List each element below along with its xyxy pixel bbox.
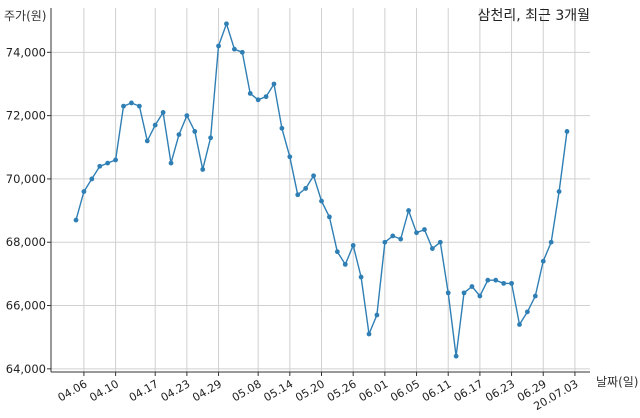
chart-title: 삼천리, 최근 3개월 (478, 8, 590, 24)
data-point (255, 97, 261, 103)
data-point (136, 103, 142, 109)
data-point (501, 280, 507, 286)
data-point (469, 284, 475, 289)
data-point (350, 242, 356, 248)
x-axis-label: 날짜(일) (596, 375, 638, 389)
x-tick-label: 06.05 (388, 377, 422, 404)
data-point (342, 261, 348, 267)
y-ticks: 64,000 66,000 68,000 70,000 72,000 74,000 (6, 45, 51, 376)
data-point (303, 186, 309, 191)
data-point (176, 132, 182, 138)
grid-lines (51, 8, 590, 372)
data-point (216, 43, 221, 49)
data-point (532, 293, 538, 299)
data-point (89, 176, 95, 182)
x-tick-label: 06.01 (357, 377, 391, 404)
data-point (564, 129, 570, 134)
data-point (184, 113, 190, 119)
x-tick-label: 05.20 (293, 377, 327, 404)
data-point (152, 122, 158, 128)
data-point (374, 312, 380, 318)
x-tick-label: 06.23 (483, 377, 517, 404)
x-tick-label: 05.14 (262, 377, 296, 404)
data-point (263, 94, 269, 100)
data-point (224, 21, 229, 27)
data-point (461, 290, 467, 296)
data-point (271, 81, 277, 87)
data-point (334, 249, 340, 255)
x-tick-label: 05.26 (325, 377, 359, 404)
x-tick-label: 04.23 (159, 377, 193, 404)
data-point (437, 239, 443, 245)
data-point (445, 290, 451, 296)
data-point (398, 236, 404, 242)
data-point (493, 277, 499, 283)
data-point (327, 214, 332, 220)
x-tick-label: 05.08 (230, 377, 264, 404)
data-point (208, 135, 214, 141)
data-point (382, 239, 388, 245)
data-point (192, 129, 198, 134)
data-point (406, 208, 412, 213)
y-tick-label: 72,000 (6, 109, 46, 123)
data-point (73, 217, 79, 223)
x-tick-label: 06.11 (420, 377, 454, 404)
data-point (287, 154, 293, 160)
data-point (168, 160, 174, 166)
data-point (422, 227, 427, 232)
data-point (200, 167, 206, 172)
data-point (105, 160, 111, 166)
series (73, 21, 570, 359)
x-tick-label: 04.10 (87, 377, 121, 404)
data-point (231, 46, 237, 52)
data-point (525, 309, 530, 315)
y-tick-label: 66,000 (6, 299, 46, 313)
data-point (453, 353, 459, 359)
data-point (81, 189, 87, 194)
data-point (390, 233, 396, 239)
data-point (319, 198, 324, 204)
data-point (477, 293, 483, 299)
data-point (129, 100, 134, 106)
axes (50, 8, 590, 373)
data-point (548, 239, 554, 245)
data-point (311, 173, 316, 179)
data-point (279, 125, 285, 131)
x-tick-label: 04.17 (127, 377, 161, 404)
data-point (239, 49, 245, 55)
data-point (509, 280, 514, 286)
y-tick-label: 70,000 (6, 172, 46, 186)
data-point (113, 157, 118, 163)
data-point (144, 138, 150, 144)
data-point (517, 322, 522, 327)
y-tick-label: 74,000 (6, 45, 46, 59)
data-point (358, 274, 364, 280)
x-tick-label: 04.29 (190, 377, 224, 404)
data-point (366, 331, 372, 337)
data-point (485, 277, 491, 283)
x-tick-label: 06.17 (452, 377, 486, 404)
data-point (556, 189, 562, 194)
y-axis-label: 주가(원) (4, 9, 46, 23)
data-point (247, 91, 253, 96)
data-point (414, 230, 419, 236)
data-point (540, 258, 546, 264)
y-tick-label: 68,000 (6, 235, 46, 249)
data-point (160, 110, 166, 115)
data-point (121, 103, 126, 109)
x-tick-label: 04.06 (56, 377, 90, 404)
data-point (295, 192, 301, 198)
y-tick-label: 64,000 (6, 362, 46, 376)
data-point (97, 163, 103, 169)
data-point (429, 246, 435, 251)
